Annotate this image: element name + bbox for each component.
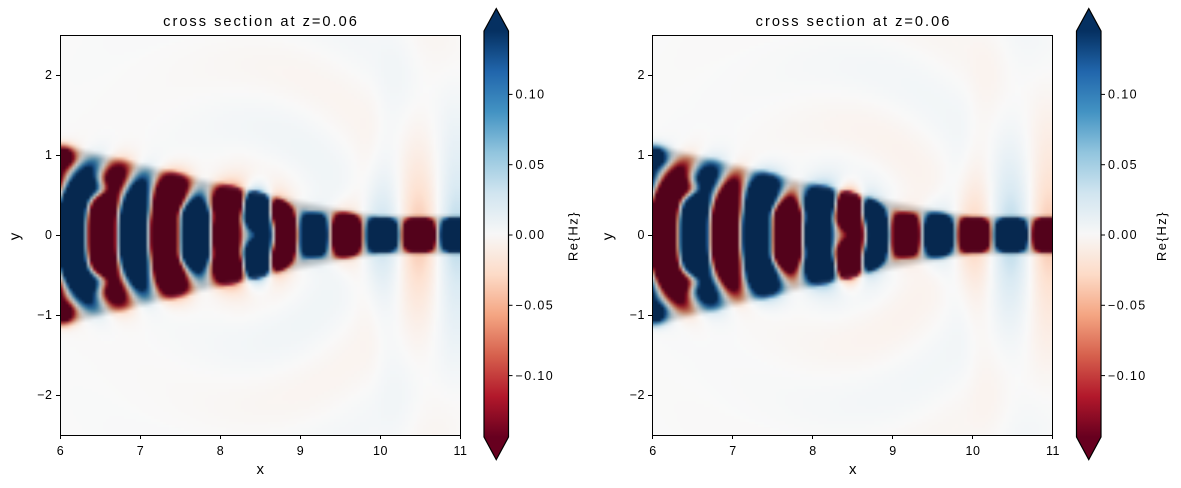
svg-text:−0.05: −0.05 [516,299,555,313]
svg-text:−0.10: −0.10 [516,369,555,383]
svg-text:0.05: 0.05 [516,158,546,172]
svg-text:0.10: 0.10 [1108,88,1138,102]
svg-text:0.05: 0.05 [1108,158,1138,172]
svg-text:0.00: 0.00 [1108,228,1138,242]
svg-text:Re{Hz}: Re{Hz} [1154,211,1169,261]
svg-text:0.10: 0.10 [516,88,546,102]
svg-text:0.00: 0.00 [516,228,546,242]
svg-text:Re{Hz}: Re{Hz} [566,211,581,261]
svg-text:−0.10: −0.10 [1108,369,1147,383]
svg-text:−0.05: −0.05 [1108,299,1147,313]
